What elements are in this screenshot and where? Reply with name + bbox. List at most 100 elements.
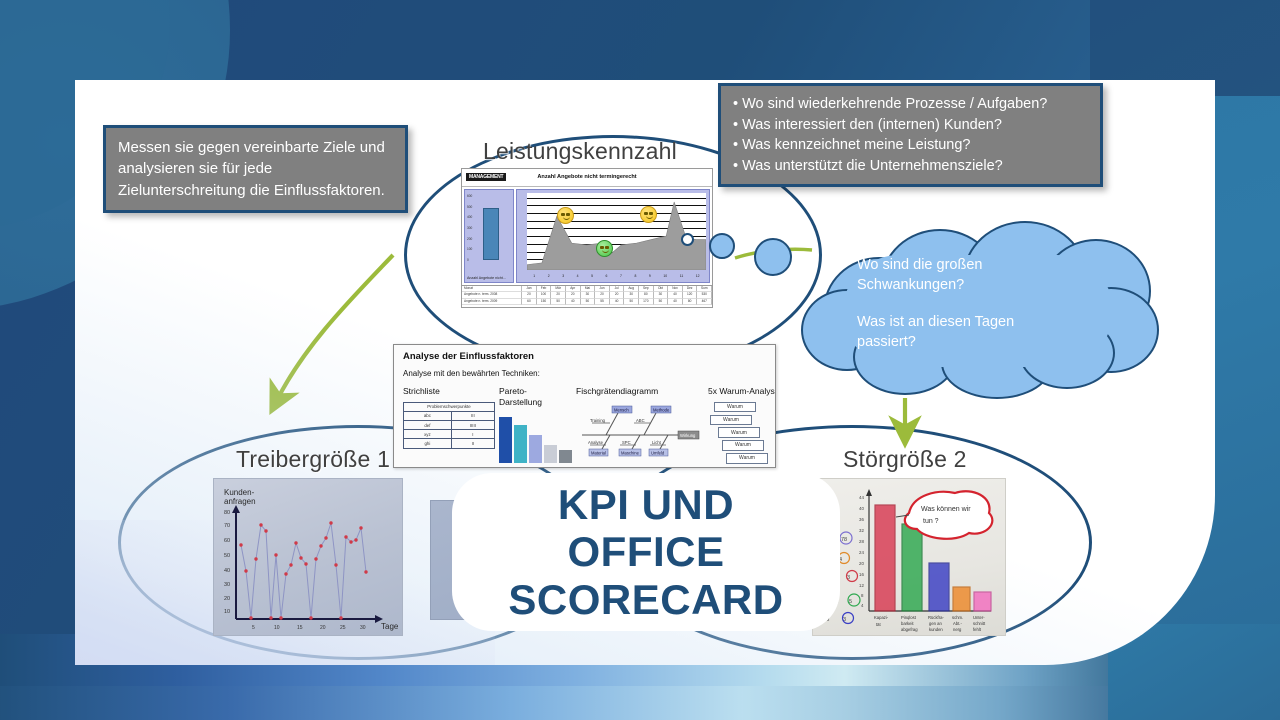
svg-text:20: 20 <box>224 596 230 602</box>
svg-text:40: 40 <box>224 568 230 574</box>
svg-text:Umfeld: Umfeld <box>651 450 665 455</box>
kpi-questions-callout: Wo sind wiederkehrende Prozesse / Aufgab… <box>718 83 1103 188</box>
kpi-gauge-panel: 600 500 400 300 200 100 0 Anzahl Angebote nich… <box>464 189 514 283</box>
table-row: xyz I <box>403 429 496 440</box>
kpi-chart-screenshot: MANAGEMENT Anzahl Angebote nicht terming… <box>461 168 713 308</box>
analyse-col-title: Fischgrätendiagramm <box>576 386 659 396</box>
analyse-columns: Strichliste Problemschwerpunkte abc III d… <box>403 386 775 466</box>
kpi-gauge-ticks: 600 500 400 300 200 100 0 <box>467 194 473 262</box>
cloud-text: Wo sind die großen Schwankungen? Was ist… <box>857 255 1067 352</box>
svg-text:gen an: gen an <box>929 621 942 626</box>
tally-table: Problemschwerpunkte abc III def IIIII xyz I… <box>403 401 496 449</box>
node-title-stoergroesse: Störgröße 2 <box>843 446 967 472</box>
measure-goals-callout: Messen sie gegen vereinbarte Ziele und a… <box>103 125 408 213</box>
slide-title-pill: KPI UND OFFICE SCORECARD <box>452 473 840 631</box>
measure-goals-text: Messen sie gegen vereinbarte Ziele und a… <box>118 139 385 199</box>
svg-text:30: 30 <box>360 625 366 631</box>
kpi-marker-circle <box>681 233 694 246</box>
warum-box: Warum <box>722 440 764 451</box>
svg-text:10: 10 <box>274 625 280 631</box>
svg-text:4: 4 <box>861 603 864 608</box>
svg-text:28: 28 <box>859 539 864 544</box>
title-line-3: SCORECARD <box>508 575 784 623</box>
analyse-col-title: 5x Warum-Analyse <box>708 386 776 396</box>
kpi-chart-title: Anzahl Angebote nicht termingerecht <box>537 174 637 180</box>
run-chart-drawing: Kunden- anfragen Tage 80 70 60 50 40 30 20 10… <box>224 488 399 631</box>
svg-text:SPC: SPC <box>622 440 631 445</box>
list-item: Was interessiert den (internen) Kunden? <box>733 115 1088 136</box>
svg-text:60: 60 <box>224 538 230 544</box>
svg-text:Rückfra-: Rückfra- <box>928 615 944 620</box>
background-bottom-gradient-band-2 <box>0 686 1280 720</box>
svg-text:20: 20 <box>320 625 326 631</box>
cloud-lobe-inner <box>843 255 1113 367</box>
table-row: def IIIII <box>403 419 496 431</box>
smiley-icon-happy-1 <box>557 207 574 224</box>
kpi-chart-body: 600 500 400 300 200 100 0 Anzahl Angebote nich… <box>462 187 712 285</box>
kpi-chart-header: MANAGEMENT Anzahl Angebote nicht terming… <box>462 169 712 187</box>
analyse-col-strichliste: Strichliste Problemschwerpunkte abc III d… <box>403 386 496 466</box>
svg-text:Tage: Tage <box>381 622 399 631</box>
cloud-trail-bubble-large <box>754 238 792 276</box>
svg-text:Abt.-: Abt.- <box>953 621 962 626</box>
svg-text:40: 40 <box>859 506 864 511</box>
kpi-questions-list: Wo sind wiederkehrende Prozesse / Aufgab… <box>733 94 1088 176</box>
svg-text:20: 20 <box>859 561 864 566</box>
svg-text:Pinqlost: Pinqlost <box>901 615 917 620</box>
page-title: KPI UND OFFICE SCORECARD <box>508 481 783 622</box>
list-item: Was unterstützt die Unternehmensziele? <box>733 156 1088 177</box>
svg-text:15: 15 <box>297 625 303 631</box>
analyse-col-title: Pareto- Darstellung <box>499 386 542 407</box>
svg-text:ABC: ABC <box>636 418 645 423</box>
warum-box-list: Warum Warum Warum Warum Warum <box>708 401 770 464</box>
svg-text:Kapazi-: Kapazi- <box>874 615 889 620</box>
svg-text:kunden: kunden <box>929 627 943 632</box>
fishbone-diagram: Mensch Methode Training ABC Analyse SPC … <box>582 405 700 456</box>
svg-text:Methode: Methode <box>653 407 670 412</box>
pareto-hand-drawing: er als878 III4 VrIII3 Vr VrVr5 III3 4440… <box>823 489 994 632</box>
kpi-gauge-caption: Anzahl Angebote nicht... <box>467 275 506 280</box>
svg-text:12: 12 <box>859 583 864 588</box>
table-row: Angebote n. term. 2009 60 150 50 40 50 55 40 5… <box>462 298 712 305</box>
svg-text:80: 80 <box>224 510 230 516</box>
warum-box: Warum <box>710 414 752 425</box>
analyse-heading: Analyse der Einflussfaktoren <box>403 351 534 362</box>
svg-text:Material: Material <box>591 450 606 455</box>
warum-box: Warum <box>714 401 756 412</box>
tally-header: Problemschwerpunkte <box>403 401 495 412</box>
variation-questions-cloud: Wo sind die großen Schwankungen? Was ist… <box>795 215 1175 400</box>
analyse-col-fischgraete: Fischgrätendiagramm Mensch <box>576 386 704 466</box>
svg-text:fehlt: fehlt <box>973 627 982 632</box>
kpi-gauge-bar <box>483 208 499 260</box>
hand-cloud-text-line2: tun ? <box>923 518 939 525</box>
analyse-subheading: Analyse mit den bewährten Techniken: <box>403 369 540 378</box>
svg-text:25: 25 <box>340 625 346 631</box>
photo-kundenanfragen-chart: Kunden- anfragen Tage 80 70 60 50 40 30 20 10… <box>213 478 403 636</box>
svg-text:Training: Training <box>590 418 606 423</box>
svg-text:tät: tät <box>876 622 881 627</box>
svg-text:anfragen: anfragen <box>224 497 256 506</box>
svg-text:Kunden-: Kunden- <box>224 488 255 497</box>
svg-text:barkeit: barkeit <box>901 621 914 626</box>
smiley-icon-happy-2 <box>640 206 657 223</box>
svg-text:5: 5 <box>252 625 255 631</box>
list-item: Wo sind wiederkehrende Prozesse / Aufgab… <box>733 94 1088 115</box>
analyse-col-5x-warum: 5x Warum-Analyse Warum Warum Warum Warum… <box>708 386 776 466</box>
svg-text:Wirkung: Wirkung <box>680 432 696 437</box>
kpi-area-series <box>527 201 706 270</box>
svg-text:nerg: nerg <box>953 627 962 632</box>
svg-text:16: 16 <box>859 572 864 577</box>
title-line-2: OFFICE <box>567 528 725 576</box>
table-row: abc III <box>403 410 496 422</box>
svg-text:schm.: schm. <box>952 615 963 620</box>
list-item: Was kennzeichnet meine Leistung? <box>733 135 1088 156</box>
node-title-leistungskennzahl: Leistungskennzahl <box>483 138 677 164</box>
smiley-icon-good <box>596 240 613 257</box>
photo-pareto-hand-chart: er als878 III4 VrIII3 Vr VrVr5 III3 4440… <box>812 478 1006 636</box>
svg-text:50: 50 <box>224 553 230 559</box>
warum-box: Warum <box>718 427 760 438</box>
pareto-mini-bars <box>499 413 572 464</box>
